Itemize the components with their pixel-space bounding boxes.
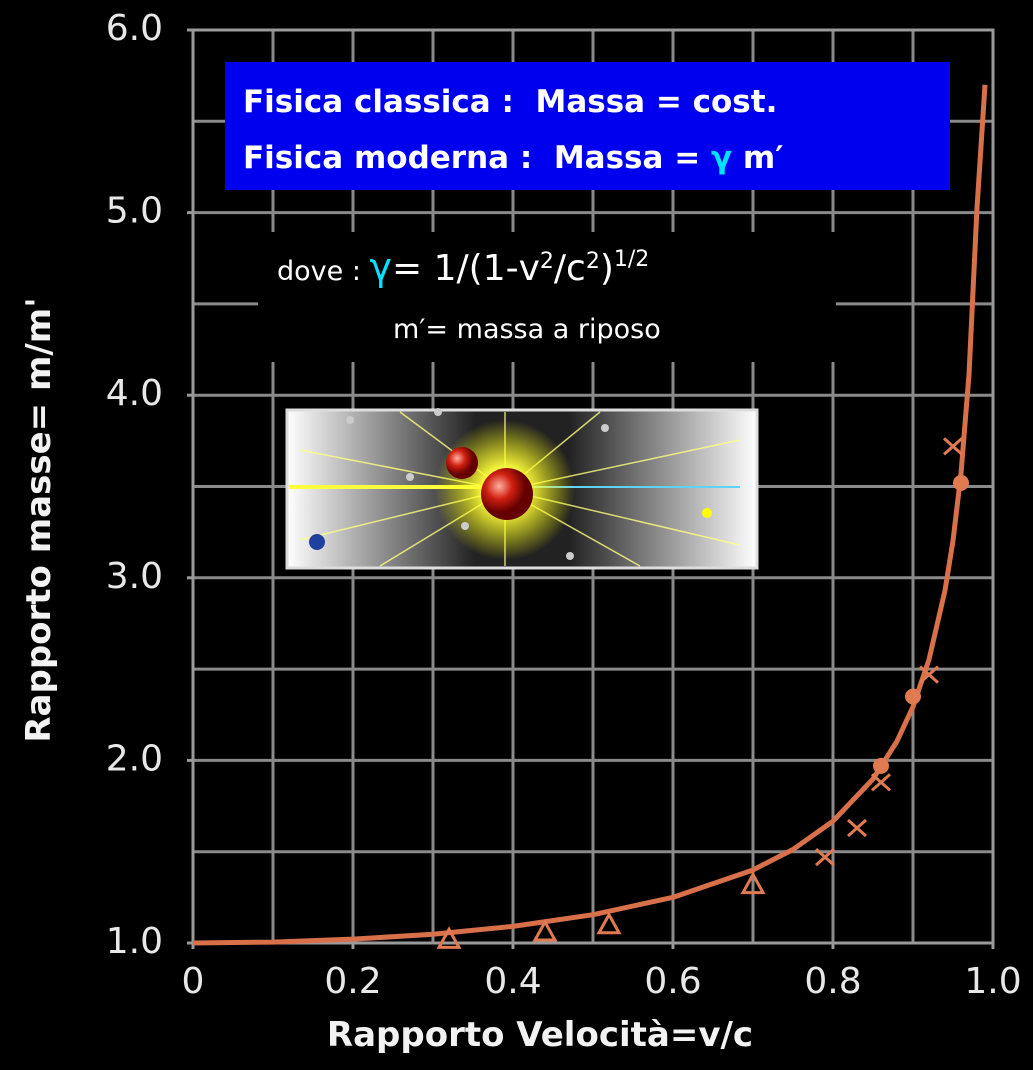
y-axis-title: Rapporto masse= m/m' <box>19 297 59 742</box>
info-box <box>225 62 950 190</box>
moderna-text: Fisica moderna : Massa = γ m′ <box>243 140 783 176</box>
cross-marker <box>871 773 891 792</box>
triangle-marker <box>532 918 558 942</box>
y-tick-label: 3.0 <box>106 556 163 597</box>
circle-marker <box>873 757 889 774</box>
formula-part: ) <box>600 248 614 289</box>
moderna-part: Fisica moderna : Massa = <box>243 140 711 176</box>
triangle-marker <box>596 911 622 935</box>
formula-part: = 1/(1-v <box>392 248 540 289</box>
moderna-part: m′ <box>732 140 783 176</box>
formula-part: /c <box>554 248 586 289</box>
x-tick-label: 0.4 <box>484 961 541 1002</box>
classica-text: Fisica classica : Massa = cost. <box>243 84 777 120</box>
formula-box <box>258 232 836 362</box>
formula-sup: 1/2 <box>614 247 649 272</box>
y-tick-label: 2.0 <box>106 738 163 779</box>
y-tick-label: 5.0 <box>106 191 163 232</box>
plot-frame <box>191 28 995 945</box>
y-tick-label: 1.0 <box>106 921 163 962</box>
x-tick-label: 1.0 <box>964 961 1021 1002</box>
x-tick-label: 0.6 <box>644 961 701 1002</box>
x-axis-title: Rapporto Velocità=v/c <box>327 1015 753 1055</box>
data-marks <box>192 84 988 949</box>
formula-text: dove : γ= 1/(1-v2/c2)1/2 <box>277 245 649 289</box>
y-tick-label: 4.0 <box>106 373 163 414</box>
triangle-marker <box>436 926 462 949</box>
formula-sup: 2 <box>540 249 554 274</box>
ticks: 0 0.2 0.4 0.6 0.8 1.0 1.0 2.0 3.0 4.0 5.0 6.0 <box>106 8 1022 1002</box>
circle-marker <box>953 474 969 491</box>
x-tick-label: 0.8 <box>804 961 861 1002</box>
x-tick-label: 0 <box>182 961 205 1002</box>
riposo-text: m′= massa a riposo <box>393 314 661 345</box>
y-tick-label: 6.0 <box>106 8 163 49</box>
circle-marker <box>905 688 921 705</box>
gamma-symbol: γ <box>370 245 393 289</box>
x-tick-label: 0.2 <box>324 961 381 1002</box>
formula-part: dove : <box>277 256 370 287</box>
cross-marker <box>815 848 835 867</box>
cross-marker <box>847 818 867 838</box>
gamma-symbol: γ <box>711 140 732 176</box>
illustration <box>285 408 759 570</box>
cross-marker <box>919 665 939 684</box>
triangle-marker <box>740 871 766 895</box>
cross-marker <box>943 437 963 456</box>
formula-sup: 2 <box>586 249 600 274</box>
